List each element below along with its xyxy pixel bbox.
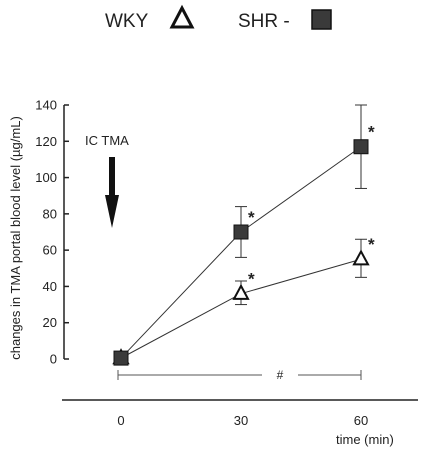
y-tick-label: 20: [43, 315, 57, 330]
bracket-label: #: [277, 368, 284, 382]
significance-label-wky: *: [368, 235, 375, 254]
y-tick-label: 60: [43, 243, 57, 258]
markers: [112, 139, 370, 366]
legend-marker-wky: [169, 4, 195, 29]
x-tick-labels: 0 30 60: [117, 413, 368, 428]
y-axis-label: changes in TMA portal blood level (µg/mL…: [8, 116, 23, 360]
data-point-wky: [352, 249, 370, 266]
annotation-label: IC TMA: [85, 133, 129, 148]
significance-label-wky: *: [248, 270, 255, 289]
y-tick-label: 40: [43, 279, 57, 294]
y-axis: 0 20 40 60 80 100 120 140: [35, 98, 69, 367]
y-tick-label: 140: [35, 98, 57, 113]
ic-tma-annotation: IC TMA: [85, 133, 129, 228]
data-point-shr: [233, 224, 249, 240]
y-tick-label: 120: [35, 134, 57, 149]
y-tick-label: 0: [50, 352, 57, 367]
x-tick-label: 0: [117, 413, 124, 428]
data-point-shr: [353, 139, 369, 155]
annotation-arrow-head: [105, 195, 119, 228]
x-tick-label: 30: [234, 413, 248, 428]
y-tick-label: 80: [43, 206, 57, 221]
data-point-wky: [232, 283, 250, 300]
series-line-wky: [120, 258, 362, 359]
data-point-shr: [113, 350, 129, 366]
legend-label-shr: SHR -: [238, 11, 290, 32]
legend-label-wky: WKY: [105, 11, 149, 32]
error-bars: [235, 104, 367, 306]
legend-marker-shr: [311, 9, 332, 30]
significance-label-shr: *: [248, 208, 255, 227]
x-axis-label: time (min): [336, 432, 394, 447]
y-tick-label: 100: [35, 170, 57, 185]
x-tick-label: 60: [354, 413, 368, 428]
significance-bracket: #: [117, 368, 362, 382]
legend: WKY SHR -: [105, 4, 332, 32]
significance-labels: * * * *: [248, 123, 375, 289]
significance-label-shr: *: [368, 123, 375, 142]
